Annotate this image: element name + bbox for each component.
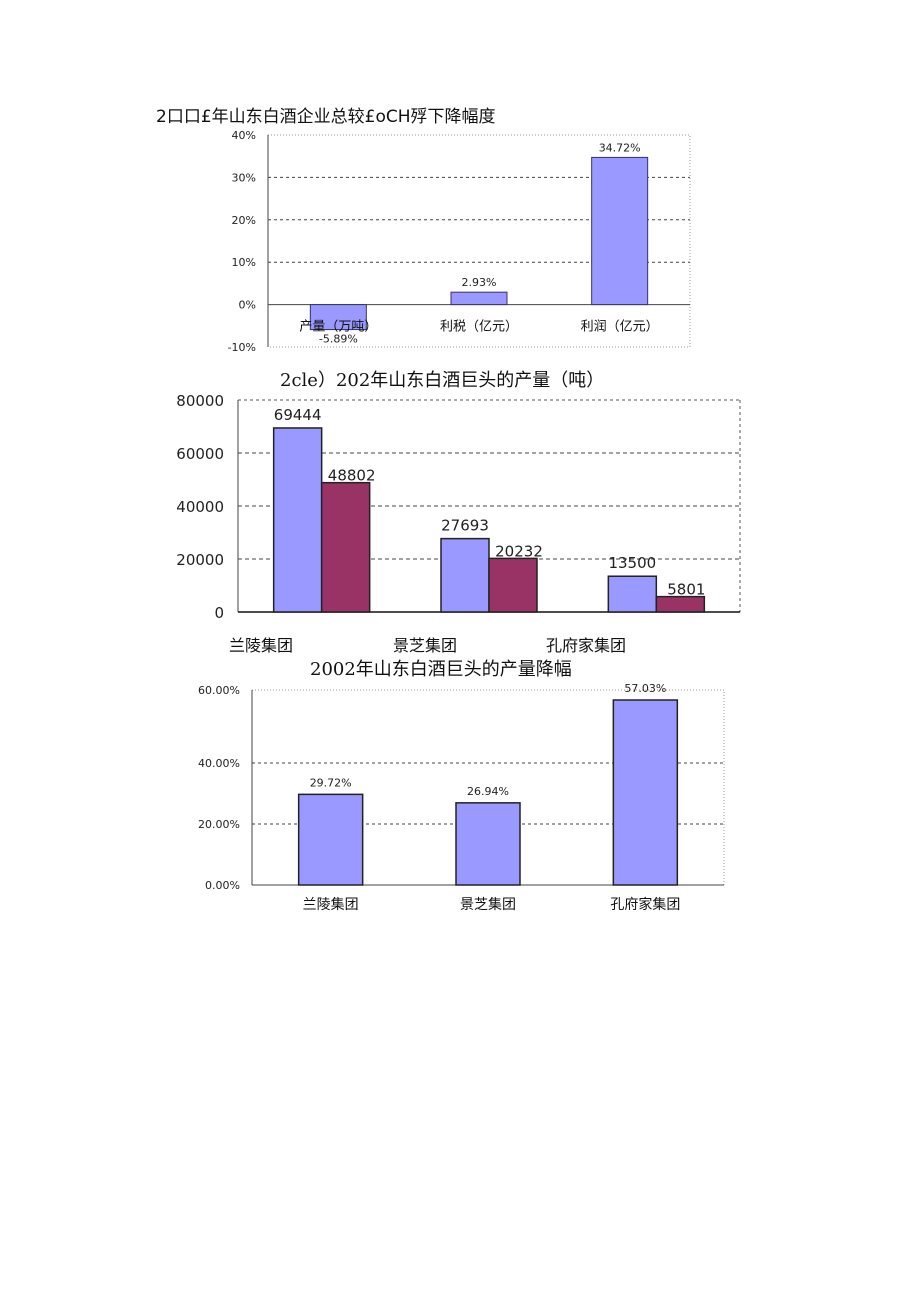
y-tick-label: 0	[214, 604, 224, 622]
y-tick-label: -10%	[228, 341, 256, 354]
chart1-svg: 40% 30% 20% 10% 0% -10% -5.89%产量（万吨） 2.93% 利税（亿元…	[228, 129, 691, 354]
y-tick-label: 20%	[232, 214, 256, 227]
bar	[450, 291, 508, 306]
bar	[440, 537, 490, 613]
data-label: 69444	[274, 406, 322, 424]
data-label: 29.72%	[310, 776, 352, 789]
bar	[455, 802, 521, 886]
data-label: -5.89%	[319, 333, 358, 346]
data-label: 48802	[328, 467, 376, 485]
bar	[272, 427, 323, 613]
y-tick-label: 30%	[232, 171, 256, 184]
data-label: 20232	[495, 542, 543, 560]
y-tick-label: 40%	[232, 129, 256, 142]
chart2-category-label: 孔府家集团	[546, 636, 627, 655]
bar	[612, 699, 679, 886]
x-tick-label: 利润（亿元）	[581, 320, 659, 335]
bar	[320, 481, 371, 613]
data-label: 34.72%	[599, 141, 641, 154]
x-tick-label: 兰陵集团	[303, 896, 359, 913]
data-label: 26.94%	[467, 785, 509, 798]
y-tick-label: 0.00%	[205, 879, 240, 892]
chart2-svg: 80000 60000 40000 20000 0 69444 48802 27693 2023…	[176, 392, 741, 622]
y-tick-label: 10%	[232, 256, 256, 269]
chart2-title: 2cle）202年山东白酒巨头的产量（吨）	[280, 370, 605, 391]
y-tick-label: 60000	[176, 445, 224, 463]
data-label: 13500	[608, 554, 656, 572]
y-tick-label: 20000	[176, 551, 224, 569]
x-tick-label: 产量（万吨）	[299, 320, 377, 335]
bar	[297, 793, 364, 886]
bar	[607, 575, 658, 613]
bar	[655, 595, 706, 613]
y-tick-label: 20.00%	[198, 818, 240, 831]
chart2-category-label: 兰陵集团	[229, 636, 294, 655]
chart3-svg: 60.00% 40.00% 20.00% 0.00% 29.72% 兰陵集团 26.94% 景…	[198, 682, 725, 913]
chart2-category-label: 景芝集团	[393, 636, 458, 655]
data-label: 5801	[667, 581, 705, 599]
bar	[591, 156, 649, 306]
chart3-title: 2002年山东白酒巨头的产量降幅	[310, 659, 572, 680]
y-tick-label: 80000	[176, 392, 224, 410]
chart1-title: 2口口£年山东白酒企业总较£oCH殍下降幅度	[156, 107, 496, 127]
x-tick-label: 利税（亿元）	[440, 320, 518, 335]
bar	[488, 557, 538, 613]
bar	[309, 304, 367, 331]
data-label: 27693	[441, 517, 489, 535]
x-tick-label: 孔府家集团	[610, 896, 680, 913]
y-tick-label: 40.00%	[198, 757, 240, 770]
data-label: 2.93%	[462, 276, 497, 289]
data-label: 57.03%	[624, 682, 666, 695]
y-tick-label: 0%	[239, 299, 256, 312]
y-tick-label: 40000	[176, 498, 224, 516]
x-tick-label: 景芝集团	[460, 896, 516, 913]
y-tick-label: 60.00%	[198, 684, 240, 697]
